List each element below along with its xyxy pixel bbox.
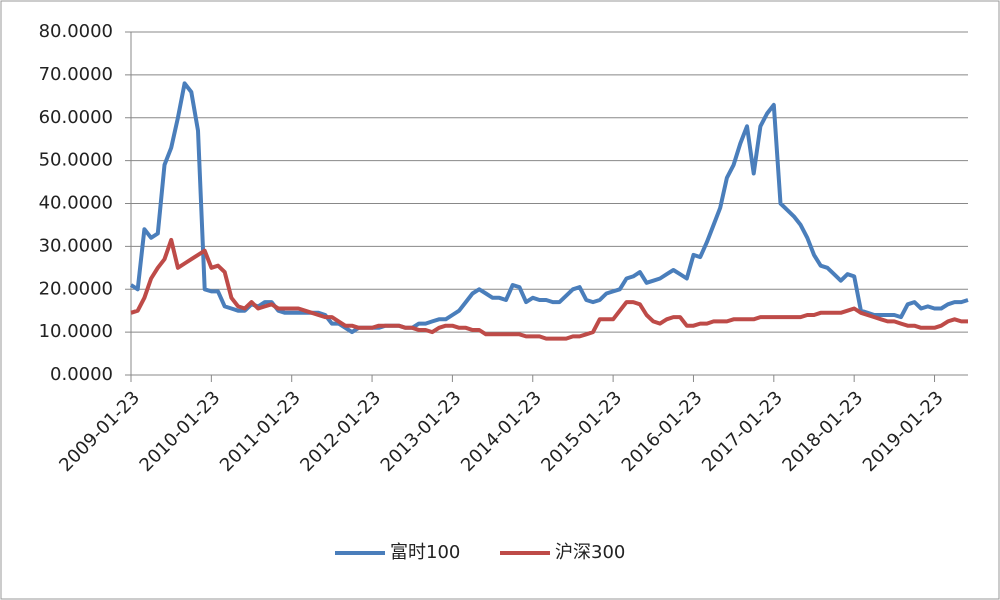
y-tick-label: 10.0000 xyxy=(39,321,113,342)
series-line xyxy=(129,81,969,335)
y-tick-label: 60.0000 xyxy=(39,107,113,128)
series-line xyxy=(130,237,968,341)
y-tick-label: 20.0000 xyxy=(39,278,113,299)
y-tick-label: 70.0000 xyxy=(39,64,113,85)
y-tick-label: 40.0000 xyxy=(39,193,113,214)
y-tick-label: 80.0000 xyxy=(39,21,113,42)
legend-label: 沪深300 xyxy=(555,542,625,563)
legend-label: 富时100 xyxy=(390,542,460,563)
y-tick-label: 30.0000 xyxy=(39,235,113,256)
y-tick-label: 0.0000 xyxy=(50,364,113,385)
y-tick-label: 50.0000 xyxy=(39,150,113,171)
